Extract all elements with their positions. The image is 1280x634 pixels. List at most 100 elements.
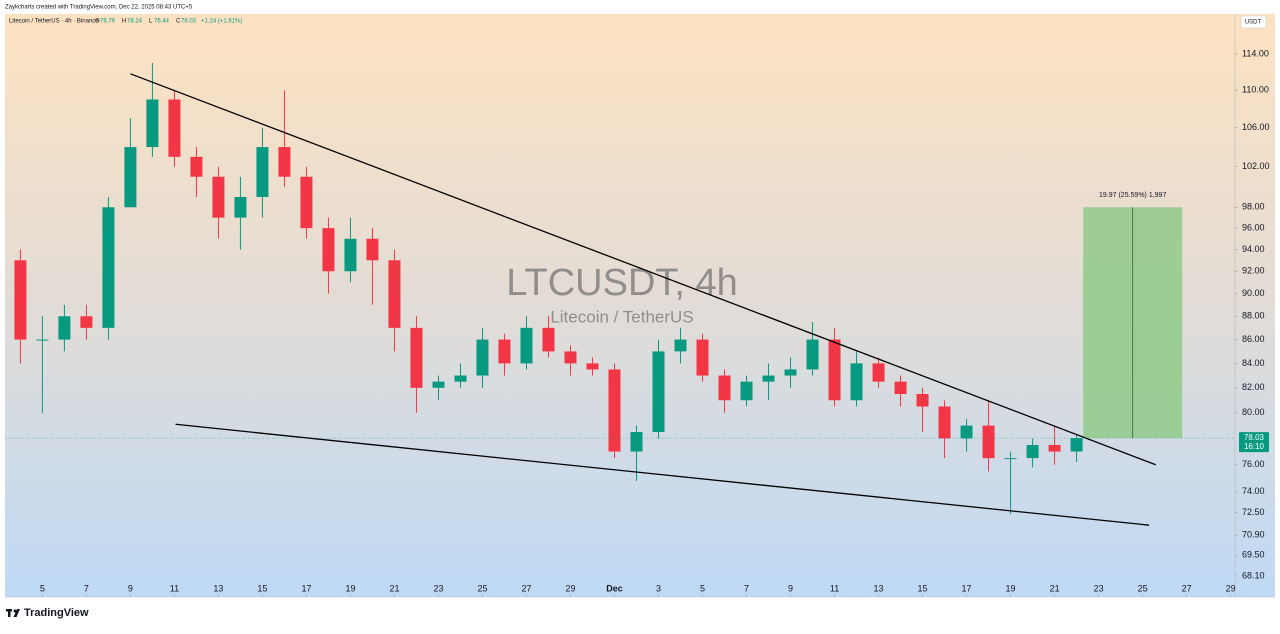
y-tick-label: 88.00 xyxy=(1242,311,1265,321)
candle-body xyxy=(1070,438,1083,452)
y-tick-label: 82.00 xyxy=(1242,382,1265,392)
chart-background xyxy=(5,14,1275,597)
x-tick-label: 9 xyxy=(128,583,133,593)
footer-brand: TradingView xyxy=(24,607,89,619)
ohlc-value: 76.79 xyxy=(100,19,116,25)
symbol-legend: Litecoin / TetherUS · 4h · Binance O 76.7… xyxy=(9,19,242,25)
candle-body xyxy=(146,99,159,148)
candle-body xyxy=(58,316,71,340)
candle-body xyxy=(168,99,181,157)
x-tick-label: 17 xyxy=(301,583,311,593)
x-tick-label: 13 xyxy=(874,583,884,593)
y-tick-label: 86.00 xyxy=(1242,334,1265,344)
candle-body xyxy=(652,351,665,432)
x-tick-label: 21 xyxy=(1050,583,1060,593)
x-tick-label: 11 xyxy=(170,583,179,593)
x-tick-label: 17 xyxy=(962,583,972,593)
candle-body xyxy=(1048,444,1061,452)
candle-body xyxy=(630,431,643,452)
currency-box[interactable] xyxy=(1240,15,1267,29)
candle-body xyxy=(696,339,709,376)
ohlc-key: O xyxy=(95,19,100,25)
candle-body xyxy=(894,381,907,395)
ohlc-value: 78.24 xyxy=(127,19,143,25)
countdown: 16:10 xyxy=(1244,442,1265,451)
candle-body xyxy=(762,375,775,382)
candle-body xyxy=(476,339,489,376)
x-tick-label: 25 xyxy=(1138,583,1148,593)
change: +1.24 (+1.61%) xyxy=(201,19,242,25)
candle-body xyxy=(190,156,203,177)
logo-shape xyxy=(8,609,11,617)
x-tick-label: 23 xyxy=(1094,583,1104,593)
candle-body xyxy=(608,369,621,452)
x-tick-label: 11 xyxy=(830,583,839,593)
symbol-title: Litecoin / TetherUS · 4h · Binance xyxy=(9,19,99,25)
candle-body xyxy=(806,339,819,370)
candle-body xyxy=(938,406,951,439)
trendline xyxy=(175,423,1150,526)
candle-body xyxy=(740,381,753,401)
last-price-box xyxy=(1239,432,1269,453)
y-tick-label: 76.00 xyxy=(1242,459,1265,469)
candle-body xyxy=(278,147,291,177)
watermark-subtitle: Litecoin / TetherUS xyxy=(550,307,693,326)
candle-body xyxy=(498,339,511,364)
y-tick-label: 110.00 xyxy=(1242,85,1269,95)
y-tick-label: 84.00 xyxy=(1242,358,1265,368)
x-tick-label: 3 xyxy=(656,583,661,593)
candle-body xyxy=(454,375,467,382)
logo-shape xyxy=(13,609,20,617)
candle-body xyxy=(212,176,225,218)
x-tick-label: 7 xyxy=(84,583,89,593)
trendline xyxy=(130,73,1157,466)
last-price: 78.03 xyxy=(1244,433,1265,442)
x-tick-label: 27 xyxy=(521,583,531,593)
candle-body xyxy=(388,260,401,328)
candle-body xyxy=(872,363,885,382)
candle-body xyxy=(102,207,115,328)
candle-body xyxy=(36,339,49,341)
y-tick-label: 72.50 xyxy=(1242,507,1265,517)
candle-body xyxy=(718,375,731,401)
y-tick-label: 90.00 xyxy=(1242,288,1265,298)
x-tick-label: 7 xyxy=(744,583,749,593)
y-tick-label: 114.00 xyxy=(1242,48,1269,58)
candle-body xyxy=(256,147,269,197)
y-tick-label: 98.00 xyxy=(1242,202,1265,212)
candle-body xyxy=(520,327,533,364)
x-tick-label: 29 xyxy=(1226,583,1236,593)
candle-body xyxy=(432,381,445,388)
y-tick-label: 106.00 xyxy=(1242,122,1270,132)
candle-body xyxy=(80,316,93,328)
y-tick-label: 102.00 xyxy=(1242,161,1270,171)
x-tick-label: 23 xyxy=(433,583,443,593)
y-tick-label: 92.00 xyxy=(1242,266,1265,276)
x-tick-label: 5 xyxy=(700,583,705,593)
candle-body xyxy=(1026,444,1039,459)
ohlc-key: H xyxy=(122,19,126,25)
y-tick-label: 68.10 xyxy=(1242,570,1265,580)
x-tick-label: 25 xyxy=(477,583,487,593)
y-tick-label: 94.00 xyxy=(1242,244,1265,254)
x-tick-label: 19 xyxy=(1006,583,1016,593)
x-tick-label: 13 xyxy=(213,583,223,593)
candle-body xyxy=(586,363,599,370)
candle-body xyxy=(542,327,555,352)
candle-body xyxy=(344,238,357,272)
watermark: LTCUSDT, 4h xyxy=(506,262,738,304)
ohlc-value: 78.03 xyxy=(181,19,197,25)
candle-body xyxy=(322,228,335,272)
candle-body xyxy=(784,369,797,376)
candle-body xyxy=(982,425,995,459)
x-tick-label: Dec xyxy=(606,583,623,593)
ohlc-value: 76.44 xyxy=(154,19,170,25)
candle-body xyxy=(410,327,423,388)
currency[interactable]: USDT xyxy=(1245,20,1262,26)
ohlc-key: L xyxy=(149,19,153,25)
candle-body xyxy=(960,425,973,439)
y-tick-label: 80.00 xyxy=(1242,407,1265,417)
candle-body xyxy=(850,363,863,401)
